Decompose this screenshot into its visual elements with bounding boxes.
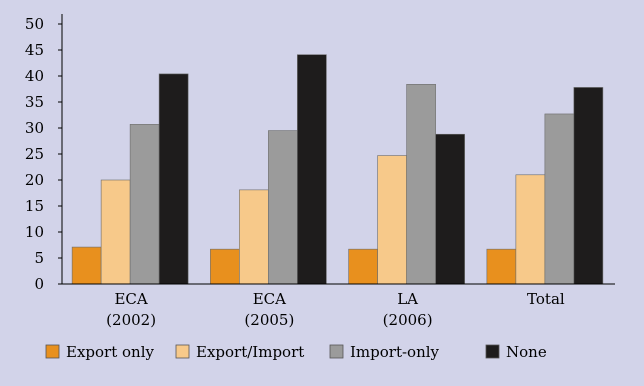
y-tick-label: 50 [25,15,44,33]
legend-label: None [506,343,547,361]
x-axis: ECA (2002) ECA (2005) LA (2006) Total [62,283,615,329]
y-tick-label: 35 [25,93,44,111]
bar-export-only-2 [348,248,378,285]
y-tick-label: 40 [25,67,44,85]
legend-swatch [175,344,190,359]
y-tick-label: 25 [25,145,44,163]
y-axis: 0 5 10 15 20 25 30 35 40 45 50 [25,14,63,293]
bar-import-only-1 [268,130,298,285]
legend-swatch [485,344,500,359]
bar-export-only-0 [71,246,102,285]
y-tick-label: 30 [25,119,44,137]
x-tick-label: Total [527,290,565,308]
bar-import-only-0 [129,124,160,285]
bar-export-only-1 [210,248,240,285]
bar-none-2 [435,133,465,285]
bar-none-0 [158,73,189,285]
bar-export-import-3 [515,174,546,285]
bar-export-import-0 [100,179,131,285]
bar-none-3 [573,87,604,285]
bar-import-only-2 [406,84,436,285]
legend-label: Import-only [350,343,440,361]
y-tick-label: 5 [34,249,44,267]
legend-swatch [329,344,344,359]
y-tick-label: 0 [34,275,44,293]
bar-export-only-3 [486,248,517,285]
bar-export-import-2 [377,155,407,285]
x-tick-label: ECA [253,290,286,308]
y-tick-label: 10 [25,223,44,241]
legend-label: Export only [66,343,154,361]
x-tick-label: (2005) [244,311,294,329]
x-tick-label: ECA [114,290,147,308]
x-tick-label: (2006) [383,311,433,329]
y-tick-label: 20 [25,171,44,189]
legend-label: Export/Import [196,343,304,361]
y-tick-label: 15 [25,197,44,215]
bar-export-import-1 [239,189,269,285]
bar-none-1 [297,54,327,285]
x-tick-label: (2002) [106,311,156,329]
legend-swatch [45,344,60,359]
bar-import-only-3 [544,113,575,285]
y-tick-label: 45 [25,41,44,59]
x-tick-label: LA [397,290,418,308]
bars [71,54,604,285]
legend: Export only Export/Import Import-only None [45,343,547,361]
